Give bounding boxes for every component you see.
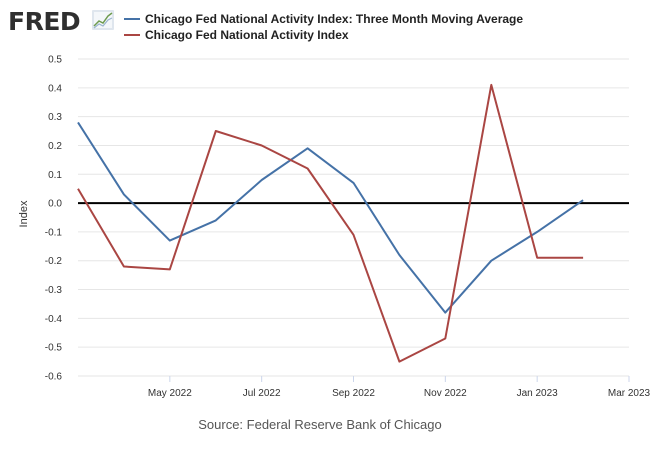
x-tick-label: Sep 2022 [332,388,375,399]
y-tick-label: -0.5 [45,343,63,354]
y-tick-label: -0.1 [45,227,63,238]
y-tick-label: 0.3 [48,112,62,123]
legend-label-1[interactable]: Chicago Fed National Activity Index: Thr… [145,12,523,26]
y-tick-label: 0.1 [48,170,62,181]
source-note: Source: Federal Reserve Bank of Chicago [198,417,442,432]
x-tick-label: Jan 2023 [517,388,559,399]
y-tick-label: -0.4 [45,314,63,325]
fred-logo[interactable]: FRED [8,7,114,36]
y-axis-title: Index [18,200,30,227]
legend-label-2[interactable]: Chicago Fed National Activity Index [145,28,349,42]
y-tick-label: -0.3 [45,285,63,296]
y-tick-label: -0.2 [45,256,63,267]
x-tick-label: Mar 2023 [608,388,650,399]
x-tick-label: May 2022 [148,388,192,399]
series-line-1[interactable] [77,121,584,314]
grid-lines [78,58,629,377]
y-tick-label: 0.2 [48,141,62,152]
x-tick-label: Nov 2022 [424,388,467,399]
series-line-2[interactable] [77,83,584,363]
x-tick-label: Jul 2022 [243,388,281,399]
x-axis-ticks: May 2022 Jul 2022 Sep 2022 Nov 2022 Jan 2023… [148,376,650,399]
y-tick-label: 0.5 [48,55,62,66]
y-tick-label: -0.6 [45,372,63,383]
legend: Chicago Fed National Activity Index: Thr… [124,12,523,42]
y-tick-label: 0.4 [48,83,62,94]
logo-text: FRED [8,7,80,36]
series-lines [77,83,584,363]
y-tick-label: 0.0 [48,199,62,210]
y-axis-ticks: 0.5 0.4 0.3 0.2 0.1 0.0 -0.1 -0.2 -0.3 -0.4 -0.5 -0… [45,55,63,383]
chart-trend-icon [92,10,114,30]
